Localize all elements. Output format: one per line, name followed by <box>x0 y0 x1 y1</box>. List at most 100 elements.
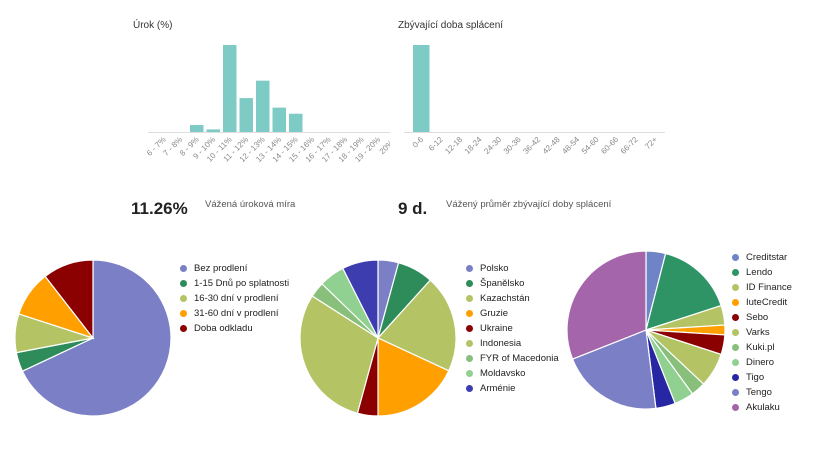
legend-item[interactable]: Arménie <box>466 381 559 396</box>
country-legend: Polsko Španělsko Kazachstán Gruzie Ukraine In… <box>466 261 559 396</box>
term-chart-title: Zbývající doba splácení <box>398 20 504 31</box>
x-tick-label: 60-66 <box>599 135 620 156</box>
legend-color-dot <box>466 355 473 362</box>
legend-color-dot <box>732 359 739 366</box>
legend-color-dot <box>732 269 739 276</box>
legend-label: Akulaku <box>746 402 780 413</box>
legend-item[interactable]: Kazachstán <box>466 291 559 306</box>
legend-label: IuteCredit <box>746 297 788 308</box>
legend-item[interactable]: Indonesia <box>466 336 559 351</box>
legend-item[interactable]: Dinero <box>732 355 792 370</box>
legend-color-dot <box>466 385 473 392</box>
legend-label: Sebo <box>746 312 769 323</box>
bar[interactable] <box>223 45 237 132</box>
legend-color-dot <box>732 254 739 261</box>
legend-label: 31-60 dní v prodlení <box>194 308 279 319</box>
legend-label: 16-30 dní v prodlení <box>194 293 279 304</box>
bar[interactable] <box>256 80 270 132</box>
legend-item[interactable]: Ukraine <box>466 321 559 336</box>
x-tick-label: 48-54 <box>560 135 581 156</box>
legend-item[interactable]: Doba odkladu <box>180 321 289 336</box>
legend-label: Ukraine <box>480 323 513 334</box>
x-tick-label: 36-42 <box>521 135 542 156</box>
legend-item[interactable]: 16-30 dní v prodlení <box>180 291 289 306</box>
pie-slice[interactable] <box>299 295 379 414</box>
legend-label: Indonesia <box>480 338 522 349</box>
x-tick-label: 30-36 <box>502 135 523 156</box>
weighted-term-label: Vážený průměr zbývající doby splácení <box>446 199 612 210</box>
legend-item[interactable]: Tengo <box>732 385 792 400</box>
legend-item[interactable]: Gruzie <box>466 306 559 321</box>
legend-label: Arménie <box>480 383 516 394</box>
legend-item[interactable]: Tigo <box>732 370 792 385</box>
legend-color-dot <box>732 389 739 396</box>
legend-color-dot <box>732 314 739 321</box>
x-tick-label: 66-72 <box>619 135 640 156</box>
pie-slice[interactable] <box>377 337 450 417</box>
pie-slice[interactable] <box>377 279 457 372</box>
pie-slice[interactable] <box>645 252 722 331</box>
legend-label: Creditstar <box>746 252 788 263</box>
legend-color-dot <box>466 370 473 377</box>
x-tick-label: 0-6 <box>411 135 426 150</box>
legend-item[interactable]: Lendo <box>732 265 792 280</box>
interest-rate-bar-chart: 6 - 7%7 - 8%8 - 9%9 - 10%10 - 11%11 - 12… <box>145 45 390 164</box>
legend-item[interactable]: Polsko <box>466 261 559 276</box>
bar[interactable] <box>239 98 254 132</box>
legend-color-dot <box>732 299 739 306</box>
pie-slice[interactable] <box>566 250 647 360</box>
x-tick-label: 72+ <box>643 135 659 151</box>
legend-item[interactable]: FYR of Macedonia <box>466 351 559 366</box>
pie-slice[interactable] <box>44 259 94 340</box>
legend-color-dot <box>732 329 739 336</box>
legend-color-dot <box>732 284 739 291</box>
bar[interactable] <box>272 107 287 132</box>
x-tick-label: 6-12 <box>427 135 445 153</box>
delinquency-legend: Bez prodlení 1-15 Dnů po splatnosti 16-30 … <box>180 261 289 336</box>
legend-label: Tengo <box>746 387 772 398</box>
x-tick-label: 20%+ <box>378 135 390 156</box>
legend-label: 1-15 Dnů po splatnosti <box>194 278 290 289</box>
legend-color-dot <box>732 404 739 411</box>
lender-pie-chart <box>566 250 726 410</box>
legend-item[interactable]: Kuki.pl <box>732 340 792 355</box>
legend-item[interactable]: 31-60 dní v prodlení <box>180 306 289 321</box>
legend-color-dot <box>180 295 187 302</box>
legend-item[interactable]: Sebo <box>732 310 792 325</box>
legend-label: Moldavsko <box>480 368 526 379</box>
legend-label: FYR of Macedonia <box>480 353 559 364</box>
legend-label: Kuki.pl <box>746 342 775 353</box>
bar[interactable] <box>413 45 430 132</box>
legend-color-dot <box>180 280 187 287</box>
bar[interactable] <box>206 129 221 132</box>
legend-label: Tigo <box>746 372 765 383</box>
bar[interactable] <box>289 113 303 132</box>
pie-slice[interactable] <box>571 329 657 410</box>
legend-label: Polsko <box>480 263 509 274</box>
legend-color-dot <box>180 310 187 317</box>
legend-item[interactable]: Akulaku <box>732 400 792 415</box>
legend-color-dot <box>180 325 187 332</box>
legend-label: Španělsko <box>480 278 525 289</box>
legend-item[interactable]: Moldavsko <box>466 366 559 381</box>
legend-color-dot <box>466 340 473 347</box>
bar[interactable] <box>190 125 204 132</box>
weighted-rate-value: 11.26% <box>131 199 188 218</box>
legend-item[interactable]: Bez prodlení <box>180 261 289 276</box>
x-tick-label: 18-24 <box>463 135 484 156</box>
legend-color-dot <box>180 265 187 272</box>
x-tick-label: 42-48 <box>541 135 562 156</box>
legend-item[interactable]: ID Finance <box>732 280 792 295</box>
legend-label: ID Finance <box>746 282 792 293</box>
legend-item[interactable]: 1-15 Dnů po splatnosti <box>180 276 289 291</box>
legend-label: Kazachstán <box>480 293 530 304</box>
remaining-term-bar-chart: 0-6 6-1212-1818-2424-3030-3636-4242-4848-… <box>404 45 665 156</box>
legend-item[interactable]: Španělsko <box>466 276 559 291</box>
pie-slice[interactable] <box>21 259 172 417</box>
country-pie-chart <box>299 259 457 417</box>
legend-label: Lendo <box>746 267 773 278</box>
legend-item[interactable]: Creditstar <box>732 250 792 265</box>
legend-item[interactable]: Varks <box>732 325 792 340</box>
pie-slice[interactable] <box>342 259 379 339</box>
legend-item[interactable]: IuteCredit <box>732 295 792 310</box>
